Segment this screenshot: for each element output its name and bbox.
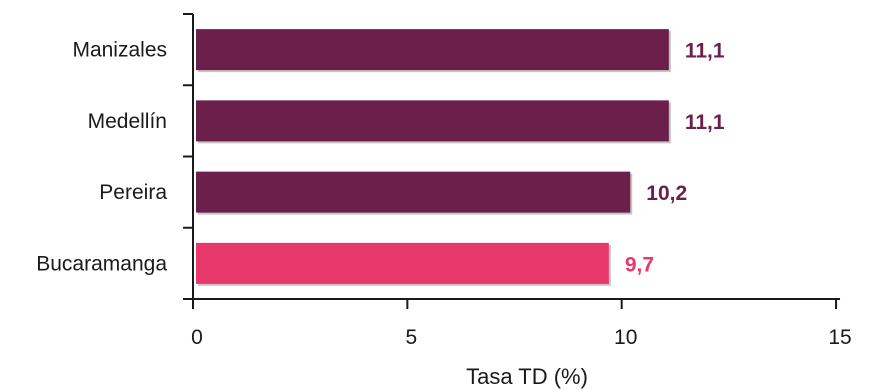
bar-medell-n [196,100,669,141]
bar-bucaramanga [196,243,609,284]
bars-layer [196,29,671,286]
value-label: 10,2 [646,182,687,205]
bar-pereira [196,172,630,213]
value-label: 9,7 [625,253,654,276]
value-label: 11,1 [685,40,725,63]
x-tick-label: 0 [191,326,203,349]
x-tick-label: 10 [614,326,637,349]
x-tick-label: 5 [406,326,418,349]
x-axis-title: Tasa TD (%) [466,364,588,389]
value-label: 11,1 [685,111,725,134]
category-label: Pereira [99,181,167,204]
category-label: Bucaramanga [36,252,167,275]
bar-manizales [196,29,669,70]
category-label: Medellín [88,110,167,133]
category-label: Manizales [72,39,167,62]
x-tick-label: 15 [828,326,851,349]
